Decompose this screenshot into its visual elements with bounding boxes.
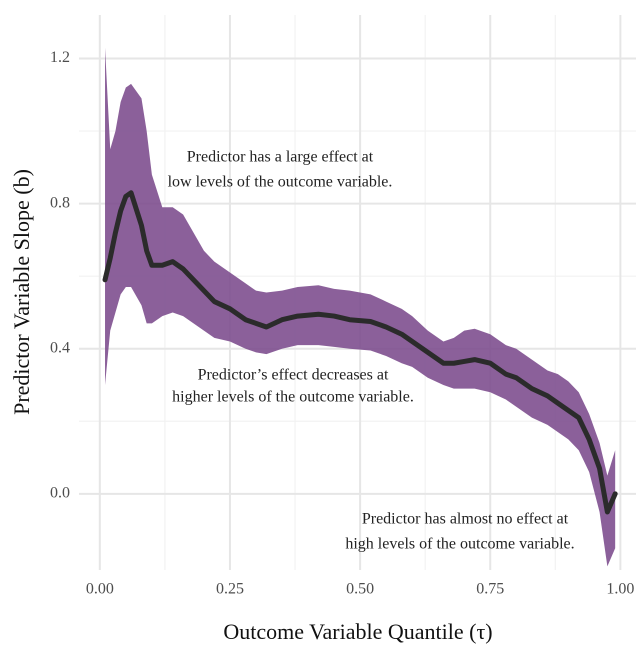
y-tick-label: 0.0 <box>50 484 70 501</box>
x-tick-label: 0.75 <box>476 581 504 598</box>
marks <box>102 47 618 567</box>
y-tick-label: 0.4 <box>50 339 70 356</box>
annotation: higher levels of the outcome variable. <box>172 389 414 406</box>
y-axis-title: Predictor Variable Slope (b) <box>9 169 34 415</box>
x-tick-label: 0.00 <box>86 581 114 598</box>
annotation: high levels of the outcome variable. <box>345 536 574 553</box>
annotation: low levels of the outcome variable. <box>168 174 393 191</box>
annotation: Predictor has almost no effect at <box>362 511 569 528</box>
x-tick-label: 1.00 <box>606 581 634 598</box>
x-axis-title: Outcome Variable Quantile (τ) <box>223 619 492 644</box>
x-tick-label: 0.50 <box>346 581 374 598</box>
y-tick-label: 1.2 <box>50 49 70 66</box>
confidence-band <box>105 47 616 567</box>
y-tick-label: 0.8 <box>50 194 70 211</box>
x-tick-label: 0.25 <box>216 581 244 598</box>
annotation: Predictor has a large effect at <box>187 149 374 166</box>
annotation: Predictor’s effect decreases at <box>198 367 389 384</box>
line <box>102 190 618 515</box>
